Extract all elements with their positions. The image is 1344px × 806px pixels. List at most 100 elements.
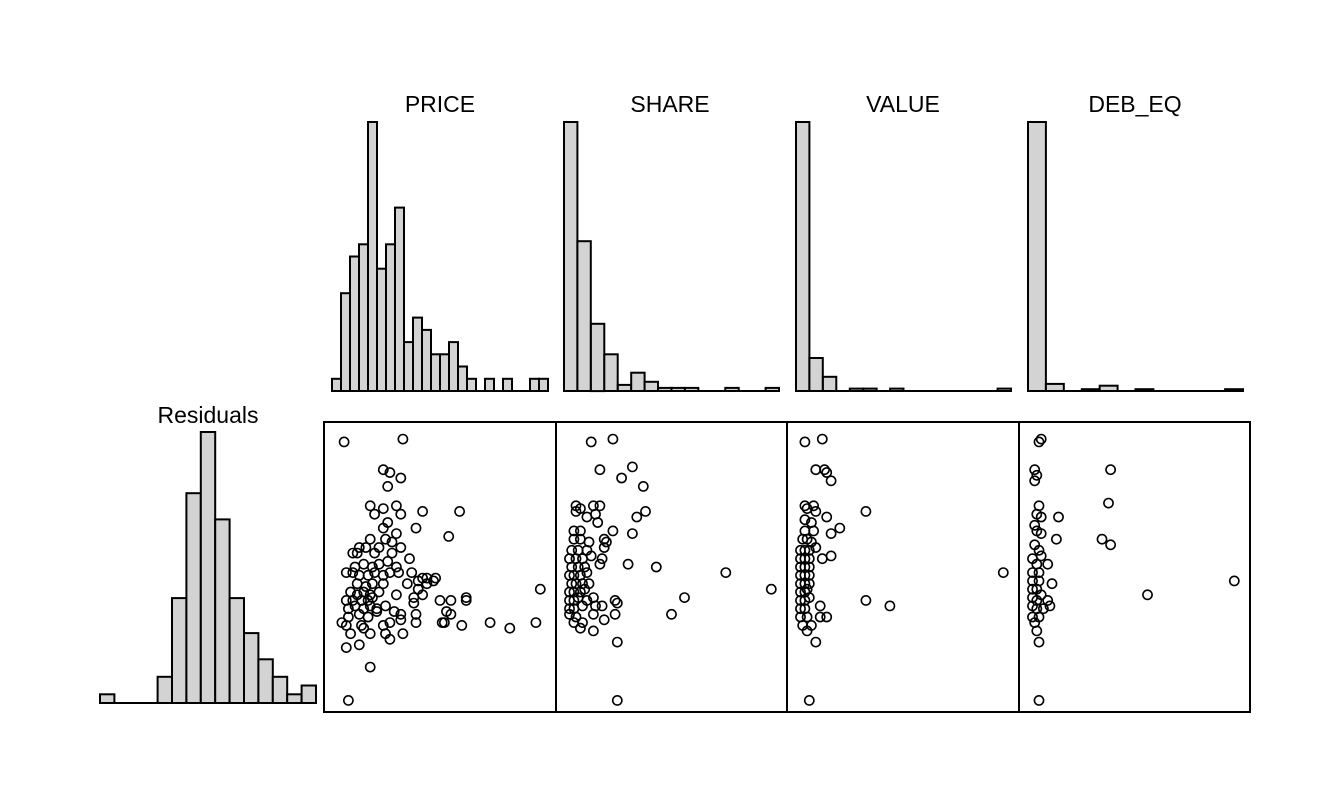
data-point — [1042, 595, 1054, 606]
data-point — [801, 625, 813, 637]
data-point — [360, 542, 372, 553]
data-point — [825, 475, 837, 487]
data-point — [386, 536, 398, 548]
data-point — [384, 467, 396, 478]
data-point — [1142, 589, 1153, 601]
data-point — [860, 505, 872, 517]
data-point — [803, 592, 815, 603]
residuals-bar — [156, 675, 174, 704]
residuals-bar — [171, 597, 188, 704]
data-point — [795, 586, 806, 598]
data-point — [579, 561, 591, 573]
data-point — [1035, 433, 1047, 445]
residuals-bar — [99, 693, 116, 704]
value-bar — [848, 387, 865, 393]
deb-eq-bar — [1044, 382, 1065, 392]
data-point — [564, 586, 575, 598]
data-point — [377, 503, 389, 514]
scatter-residuals-vs-deb-eq — [1027, 433, 1240, 706]
data-point — [616, 472, 627, 484]
data-point — [799, 436, 811, 448]
data-point — [801, 611, 813, 623]
share-bar — [563, 121, 579, 392]
data-point — [666, 608, 677, 620]
data-point — [679, 592, 690, 603]
price-bar — [376, 267, 387, 393]
price-bar — [385, 243, 396, 392]
price-bar — [367, 121, 378, 392]
data-point — [640, 505, 651, 517]
price-bar — [457, 365, 468, 392]
data-point — [1228, 575, 1240, 587]
data-point — [799, 578, 811, 590]
data-point — [1029, 519, 1041, 531]
data-point — [1038, 603, 1049, 615]
data-point — [395, 472, 407, 484]
share-bar — [764, 386, 780, 392]
data-point — [799, 500, 811, 512]
residuals-bar — [286, 693, 303, 704]
share-bar — [724, 386, 740, 392]
scatter-residuals-vs-share — [564, 433, 777, 706]
data-point — [397, 433, 409, 445]
data-point — [460, 595, 472, 606]
data-point — [1033, 436, 1045, 448]
data-point — [631, 511, 643, 523]
value-bar — [996, 387, 1012, 393]
data-point — [588, 625, 599, 637]
label-price: PRICE — [405, 91, 475, 117]
data-point — [364, 500, 376, 512]
residuals-bar — [243, 632, 260, 704]
data-point — [592, 517, 604, 528]
data-point — [534, 583, 546, 595]
price-bar — [403, 341, 414, 393]
share-bar — [643, 380, 659, 392]
histogram-value — [795, 121, 1012, 393]
scatter-residuals-vs-price — [336, 433, 546, 706]
data-point — [596, 553, 608, 565]
data-point — [814, 611, 826, 623]
value-bar — [862, 387, 878, 393]
residuals-bar — [257, 658, 274, 704]
data-point — [803, 695, 815, 706]
data-point — [347, 547, 359, 559]
data-point — [406, 567, 418, 578]
scatter-residuals-vs-value — [795, 433, 1009, 706]
data-point — [410, 522, 422, 534]
data-point — [1042, 558, 1054, 570]
data-point — [408, 597, 420, 609]
data-point — [568, 525, 580, 537]
data-point — [799, 569, 811, 581]
data-point — [338, 436, 350, 448]
data-point — [380, 533, 391, 545]
data-point — [808, 500, 819, 512]
data-point — [596, 600, 608, 612]
data-point — [408, 592, 420, 603]
price-bar — [340, 292, 351, 393]
residuals-bar — [228, 597, 246, 704]
data-point — [395, 542, 407, 553]
data-point — [364, 533, 376, 545]
data-point — [575, 525, 586, 537]
data-point — [799, 553, 811, 565]
deb-eq-bar — [1224, 388, 1244, 393]
data-point — [386, 547, 398, 559]
data-point — [622, 558, 634, 570]
data-point — [340, 620, 352, 631]
data-point — [570, 505, 582, 517]
data-point — [594, 500, 606, 512]
price-bar — [538, 377, 549, 392]
price-bar — [439, 353, 450, 392]
data-point — [1053, 511, 1064, 523]
data-point — [803, 553, 815, 565]
data-point — [1027, 567, 1038, 578]
data-point — [819, 464, 830, 476]
data-point — [834, 522, 846, 534]
data-point — [340, 642, 352, 653]
data-point — [484, 617, 496, 628]
residuals-bar — [300, 684, 318, 704]
data-point — [445, 595, 457, 606]
data-point — [401, 578, 413, 590]
data-point — [803, 561, 815, 573]
